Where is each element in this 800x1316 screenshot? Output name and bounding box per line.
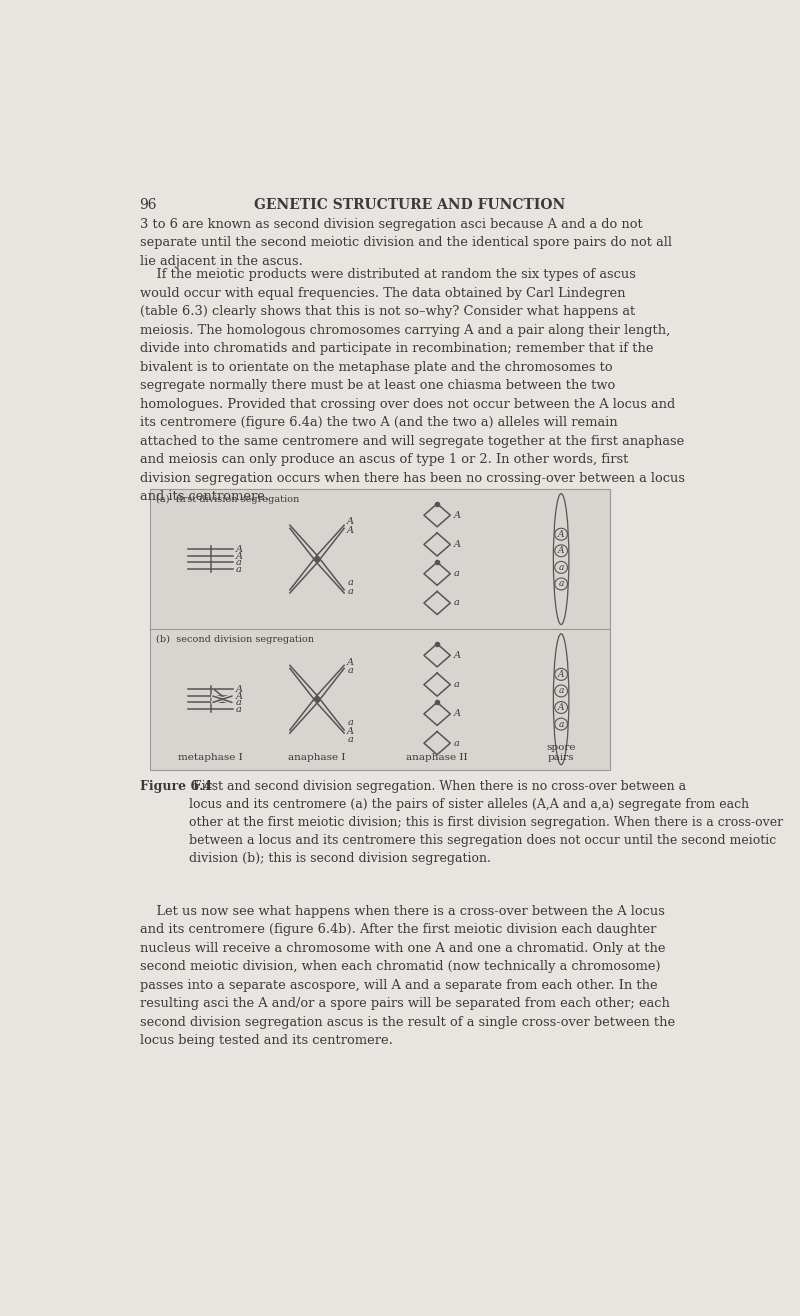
- Text: A: A: [558, 546, 564, 555]
- Text: a: a: [347, 736, 353, 745]
- Text: a: a: [236, 705, 242, 713]
- Text: A: A: [236, 692, 242, 700]
- Text: metaphase I: metaphase I: [178, 753, 243, 762]
- Text: A: A: [558, 703, 564, 712]
- Text: a: a: [454, 738, 459, 747]
- Text: A: A: [347, 658, 354, 667]
- Text: A: A: [236, 545, 242, 554]
- Text: a: a: [236, 558, 242, 567]
- Text: a: a: [347, 719, 353, 728]
- Text: A: A: [558, 670, 564, 679]
- Text: (a)  first division segregation: (a) first division segregation: [156, 495, 299, 504]
- Text: a: a: [347, 587, 353, 596]
- Text: Let us now see what happens when there is a cross-over between the A locus
and i: Let us now see what happens when there i…: [140, 905, 675, 1048]
- Text: A: A: [454, 511, 461, 520]
- Text: anaphase I: anaphase I: [288, 753, 346, 762]
- Text: A: A: [347, 726, 354, 736]
- Text: a: a: [454, 599, 459, 608]
- Text: spore
pairs: spore pairs: [546, 744, 576, 762]
- Text: anaphase II: anaphase II: [406, 753, 468, 762]
- Text: a: a: [558, 720, 564, 729]
- Text: a: a: [558, 563, 564, 572]
- Bar: [150, 490, 610, 770]
- Text: A: A: [558, 530, 564, 538]
- Text: a: a: [454, 680, 459, 690]
- Text: 3 to 6 are known as second division segregation asci because A and a do not
sepa: 3 to 6 are known as second division segr…: [140, 218, 672, 268]
- Text: a: a: [236, 565, 242, 574]
- Text: (b)  second division segregation: (b) second division segregation: [156, 634, 314, 644]
- Text: A: A: [236, 551, 242, 561]
- Text: a: a: [347, 666, 353, 675]
- Text: A: A: [347, 526, 354, 534]
- Text: A: A: [347, 517, 354, 526]
- Text: Figure 6.4: Figure 6.4: [140, 780, 213, 794]
- Text: a: a: [347, 578, 353, 587]
- Text: 96: 96: [138, 197, 156, 212]
- Text: First and second division segregation. When there is no cross-over between a
loc: First and second division segregation. W…: [189, 780, 783, 865]
- Text: a: a: [558, 579, 564, 588]
- Text: A: A: [454, 651, 461, 659]
- Text: A: A: [454, 709, 461, 719]
- Text: GENETIC STRUCTURE AND FUNCTION: GENETIC STRUCTURE AND FUNCTION: [254, 197, 566, 212]
- Text: If the meiotic products were distributed at random the six types of ascus
would : If the meiotic products were distributed…: [140, 268, 686, 503]
- Text: a: a: [558, 687, 564, 695]
- Text: a: a: [236, 697, 242, 707]
- Text: A: A: [236, 684, 242, 694]
- Text: A: A: [454, 540, 461, 549]
- Text: a: a: [454, 570, 459, 578]
